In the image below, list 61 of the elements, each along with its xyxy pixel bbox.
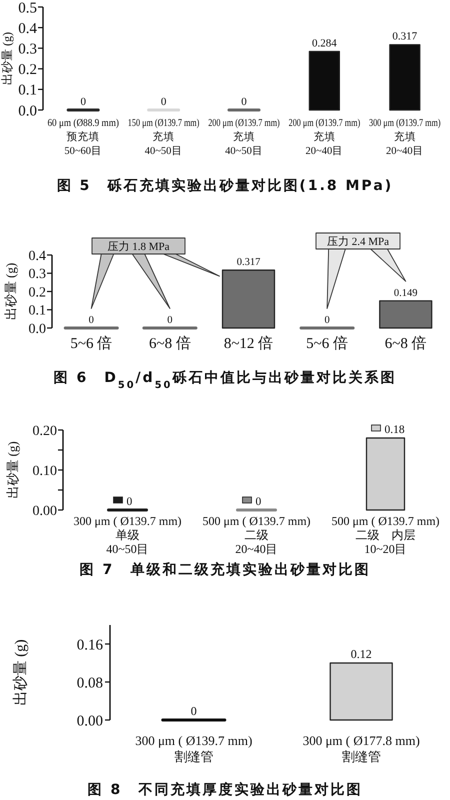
y-tick-label: 0.0 — [18, 103, 37, 120]
x-tick-label: 300 μm (Ø139.7 mm) 充填 20~40目 — [369, 118, 441, 157]
y-tick-label: 0.3 — [18, 41, 37, 58]
y-tick-label: 0.3 — [28, 267, 46, 282]
x-tick-label: 200 μm (Ø139.7 mm) 充填 40~50目 — [208, 118, 280, 157]
x-tick-label: 300 μm ( Ø177.8 mm) 割缝管 — [302, 733, 420, 764]
text: 压力 2.4 MPa — [326, 235, 390, 248]
data-label: 0.18 — [384, 424, 405, 436]
x-tick-label: 60 μm (Ø88.9 mm) 预充填 50~60目 — [47, 118, 119, 157]
y-tick-label: 0.00 — [32, 504, 57, 519]
data-label: 0.317 — [236, 257, 260, 268]
y-tick-label: 0.0 — [28, 322, 46, 337]
x-tick-label: 500 μm ( Ø139.7 mm) 二级 20~40目 — [202, 514, 311, 556]
data-label: 0.149 — [394, 288, 418, 299]
text: 压力 1.8 MPa — [107, 240, 170, 253]
data-label: 0 — [80, 96, 86, 108]
data-label: 0.317 — [392, 30, 418, 43]
y-tick-label: 0.5 — [18, 0, 37, 16]
y-axis-title: 出砂量 (g) — [0, 32, 14, 85]
x-tick-label: 300 μm ( Ø139.7 mm) 割缝管 — [135, 733, 252, 764]
data-label: 0 — [126, 496, 132, 508]
y-tick-label: 0.10 — [32, 464, 57, 479]
data-label: 0 — [241, 96, 248, 108]
bar — [379, 300, 432, 329]
bar — [389, 44, 420, 111]
y-tick-label: 0.16 — [76, 637, 104, 654]
x-tick-label: 150 μm (Ø139.7 mm) 充填 40~50目 — [128, 118, 200, 157]
data-label: 0 — [256, 496, 262, 508]
data-label: 0 — [88, 315, 94, 326]
y-axis-title: 出砂量 (g) — [3, 262, 18, 320]
x-tick-label: 6~8 倍 — [384, 335, 427, 352]
x-tick-label: 6~8 倍 — [148, 335, 191, 352]
data-label: 0 — [167, 315, 173, 326]
y-tick-label: 0.00 — [76, 713, 103, 730]
x-tick-label: 200 μm (Ø139.7 mm) 充填 20~40目 — [288, 118, 360, 157]
y-tick-label: 0.1 — [28, 304, 46, 319]
x-tick-label: 5~6 倍 — [70, 335, 112, 352]
data-label: 0.284 — [312, 37, 338, 50]
x-tick-label: 500 μm ( Ø139.7 mm) 二级 内层 10~20目 — [331, 514, 440, 556]
y-tick-label: 0.4 — [18, 20, 38, 37]
y-tick-label: 0.1 — [18, 82, 37, 99]
x-tick-label: 8~12 倍 — [224, 335, 274, 352]
data-label: 0 — [190, 704, 197, 718]
bar — [222, 270, 276, 329]
text: 图 8 不同充填厚度实验出砂量对比图 — [88, 781, 362, 798]
data-label: 0.12 — [350, 647, 372, 661]
x-tick-label: 300 μm ( Ø139.7 mm) 单级 40~50目 — [73, 514, 182, 556]
y-axis-title: 出砂量 (g) — [12, 639, 29, 706]
x-tick-label: 5~6 倍 — [306, 335, 348, 352]
y-tick-label: 0.2 — [18, 62, 37, 78]
text: 图 7 单级和二级充填实验出砂量对比图 — [80, 561, 370, 578]
y-tick-label: 0.4 — [28, 248, 46, 264]
text: 图 6 D$_{50}$/d$_{50}$砾石中值比与出砂量对比关系图 — [54, 369, 396, 390]
text: 图 5 砾石充填实验出砂量对比图(1.8 MPa) — [56, 177, 394, 194]
y-axis-title: 出砂量 (g) — [5, 441, 20, 499]
data-label: 0 — [324, 315, 330, 326]
data-label: 0 — [160, 96, 167, 108]
y-tick-label: 0.20 — [32, 424, 57, 439]
bar — [308, 50, 340, 111]
y-tick-label: 0.08 — [76, 675, 103, 692]
y-tick-label: 0.2 — [28, 285, 46, 300]
